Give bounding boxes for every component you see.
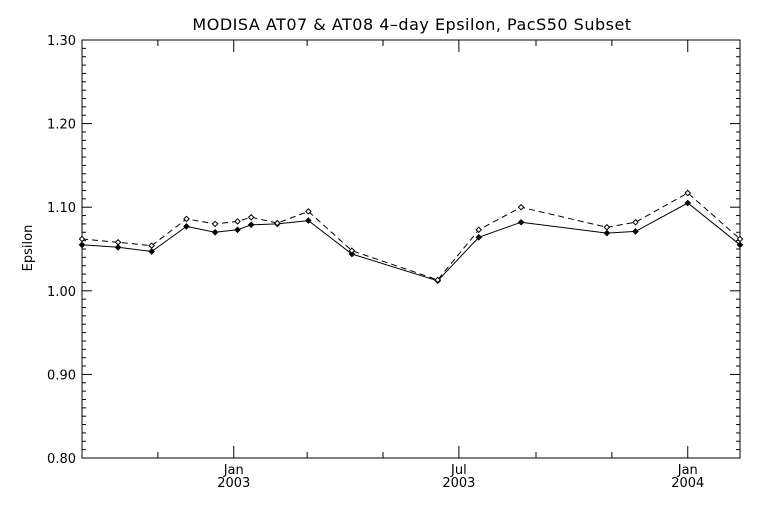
y-axis: 0.80 0.90 1.00 1.10 1.20 1.30 [47,34,740,467]
dashed-series-marker [305,208,312,215]
solid-series-marker [305,217,312,224]
y-tick-label: 1.30 [47,34,76,49]
dashed-series-marker [434,276,442,284]
x-tick-label: 2004 [671,476,704,491]
solid-series-marker [78,241,86,249]
dashed-series-line [81,192,741,281]
solid-series-marker [148,248,155,255]
dashed-series-marker [517,203,525,211]
solid-series-marker [517,218,525,226]
y-tick-label: 1.00 [47,285,76,300]
solid-series-marker [348,250,356,258]
plot-frame [81,39,741,459]
y-tick-label: 1.20 [47,118,76,133]
solid-series-marker [603,229,611,237]
dashed-series-marker [247,213,255,221]
solid-series-marker [247,221,255,229]
series-layer [78,189,744,285]
solid-series-marker [736,241,744,249]
solid-series-marker [211,228,219,236]
solid-series-marker [114,244,122,251]
y-axis-label: Epsilon [21,225,36,272]
solid-series-marker [632,228,639,235]
x-tick-label: Jan [223,463,244,478]
dashed-series-marker [78,235,86,243]
dashed-series-marker [114,239,122,246]
dashed-series-marker [211,220,219,228]
solid-series-line [81,202,741,282]
y-tick-label: 0.80 [47,452,76,467]
y-tick-label: 0.90 [47,368,76,383]
dashed-series-marker [183,215,190,223]
dashed-series-marker [684,189,692,197]
solid-series-marker [183,223,190,230]
x-tick-label: Jul [450,463,467,478]
x-tick-label: 2003 [217,476,250,491]
y-tick-label: 1.10 [47,201,76,216]
dashed-series-marker [234,218,241,225]
dashed-series-marker [348,247,356,254]
dashed-series-marker [736,235,744,243]
dashed-series-marker [148,242,155,249]
solid-series-marker [684,199,692,207]
chart-title: MODISA AT07 & AT08 4–day Epsilon, PacS50… [192,15,631,34]
dashed-series-marker [475,226,483,234]
solid-series-marker [475,233,483,241]
x-tick-label: 2003 [442,476,475,491]
x-tick-label: Jan [677,463,698,478]
dashed-series-marker [273,219,281,227]
solid-series-marker [234,226,241,234]
dashed-series-marker [632,218,639,226]
dashed-series-marker [603,223,611,231]
